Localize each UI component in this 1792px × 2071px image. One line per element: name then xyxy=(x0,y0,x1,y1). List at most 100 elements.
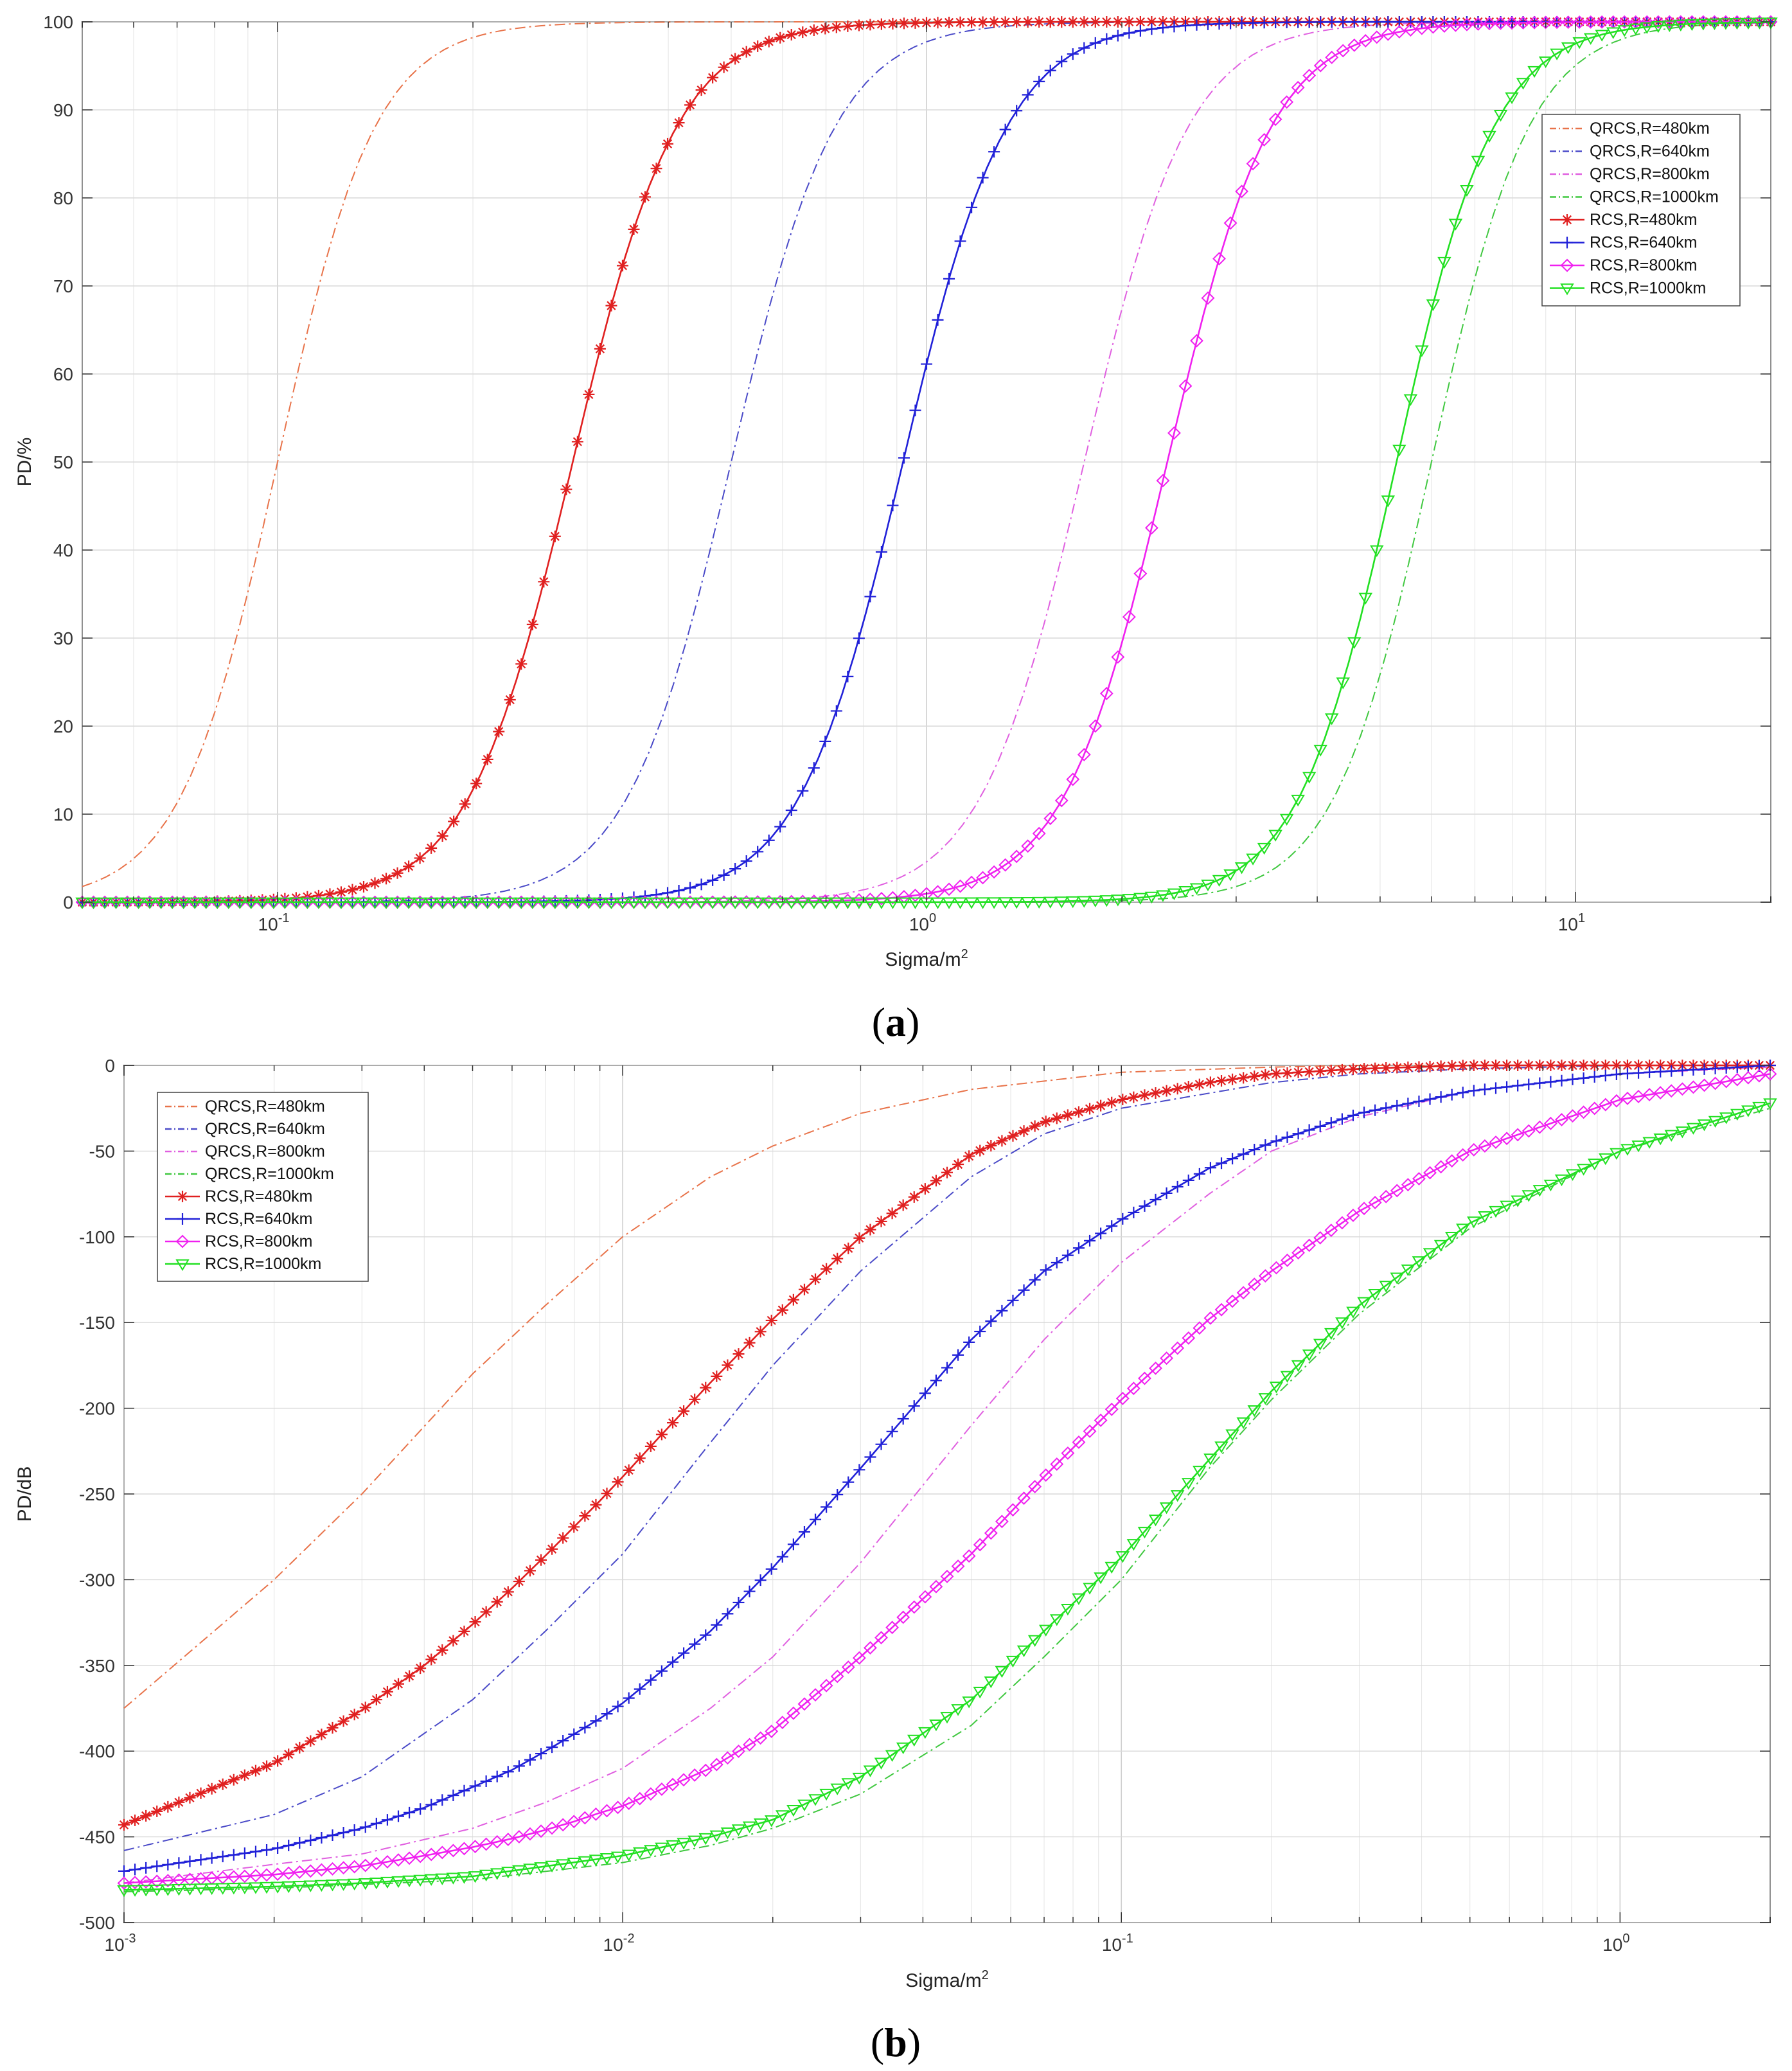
data-point xyxy=(752,40,764,52)
data-point xyxy=(1424,1093,1436,1105)
data-point xyxy=(1236,1286,1250,1300)
data-point xyxy=(1478,1139,1492,1153)
data-point xyxy=(1527,15,1541,30)
data-point xyxy=(1099,895,1114,907)
data-point xyxy=(336,1879,351,1891)
data-point xyxy=(1730,17,1744,30)
data-point xyxy=(1115,1391,1130,1405)
data-point xyxy=(193,1883,208,1896)
data-point xyxy=(1494,16,1507,30)
data-point xyxy=(513,1760,525,1772)
data-point xyxy=(1698,1063,1710,1075)
data-point xyxy=(1051,1112,1063,1124)
data-point xyxy=(1358,34,1372,48)
data-point xyxy=(673,884,685,896)
data-point xyxy=(1017,1491,1031,1506)
data-point xyxy=(764,1815,779,1827)
series-line xyxy=(123,1066,1771,1884)
data-point xyxy=(689,1638,701,1650)
data-point xyxy=(842,670,854,682)
data-point xyxy=(1687,1063,1699,1076)
data-point xyxy=(324,888,336,900)
data-point xyxy=(644,1845,658,1857)
data-point xyxy=(963,1336,975,1348)
data-point xyxy=(797,785,809,797)
data-point xyxy=(907,1600,921,1614)
data-point xyxy=(493,725,505,738)
data-point xyxy=(1741,1105,1755,1117)
data-point xyxy=(1642,1137,1656,1149)
series-line xyxy=(123,1065,1770,1709)
data-point xyxy=(649,897,664,909)
data-point xyxy=(571,897,585,909)
data-point xyxy=(512,1865,526,1878)
data-point xyxy=(1281,1253,1294,1267)
data-point xyxy=(694,897,709,909)
data-point xyxy=(348,1860,362,1874)
data-point xyxy=(743,1738,756,1752)
data-point xyxy=(1302,69,1317,82)
data-point xyxy=(294,1836,306,1849)
data-point xyxy=(1554,1174,1569,1186)
data-point xyxy=(326,1721,339,1734)
data-point xyxy=(1157,16,1169,28)
data-point xyxy=(1171,1180,1184,1193)
data-point xyxy=(731,1824,746,1836)
data-point xyxy=(1157,22,1169,34)
data-point xyxy=(810,1513,822,1525)
data-point xyxy=(1380,1102,1392,1114)
data-point xyxy=(1588,1101,1602,1115)
data-point xyxy=(1279,813,1294,826)
data-point xyxy=(795,897,810,909)
data-point xyxy=(1482,130,1496,143)
data-point xyxy=(140,1809,152,1822)
data-point xyxy=(987,865,1001,879)
data-point xyxy=(1159,1502,1174,1515)
legend-label: QRCS,R=800km xyxy=(205,1142,325,1160)
data-point xyxy=(1347,1063,1359,1075)
data-point xyxy=(754,1731,768,1745)
data-point xyxy=(1413,1061,1425,1073)
y-tick-label: -50 xyxy=(89,1141,115,1161)
data-point xyxy=(1501,1060,1513,1071)
data-point xyxy=(524,1754,536,1766)
data-point xyxy=(1292,1128,1304,1140)
data-point xyxy=(1050,1614,1064,1626)
data-point xyxy=(1077,747,1091,761)
data-point xyxy=(1028,1480,1042,1493)
data-point xyxy=(161,1884,175,1896)
data-point xyxy=(1258,17,1270,29)
data-point xyxy=(1144,521,1158,535)
data-point xyxy=(501,1867,515,1879)
data-point xyxy=(678,1647,690,1659)
data-point xyxy=(1741,17,1755,30)
data-point xyxy=(1403,23,1417,37)
data-point xyxy=(526,897,540,909)
data-point xyxy=(557,1735,569,1747)
data-point xyxy=(1144,891,1159,904)
data-point xyxy=(1577,1105,1591,1119)
data-point xyxy=(359,1821,371,1833)
data-point xyxy=(314,1880,329,1892)
data-point xyxy=(875,1215,887,1227)
data-point xyxy=(776,1551,788,1563)
data-point xyxy=(1044,16,1056,28)
data-point xyxy=(128,1876,142,1890)
data-point xyxy=(1489,1205,1503,1218)
data-point xyxy=(217,1778,229,1790)
data-point xyxy=(1007,1130,1019,1142)
data-point xyxy=(1457,1087,1469,1099)
data-point xyxy=(951,1560,965,1573)
data-point xyxy=(490,1868,504,1880)
data-point xyxy=(988,146,1000,158)
data-point xyxy=(897,897,911,909)
data-point xyxy=(918,1590,932,1604)
data-point xyxy=(468,1871,483,1883)
data-point xyxy=(1257,133,1272,147)
data-point xyxy=(1139,1089,1151,1101)
data-point xyxy=(1617,15,1631,29)
panel-b-grid xyxy=(123,1065,1771,1923)
data-point xyxy=(370,1694,382,1706)
data-point xyxy=(1500,1132,1514,1146)
data-point xyxy=(864,1451,876,1463)
